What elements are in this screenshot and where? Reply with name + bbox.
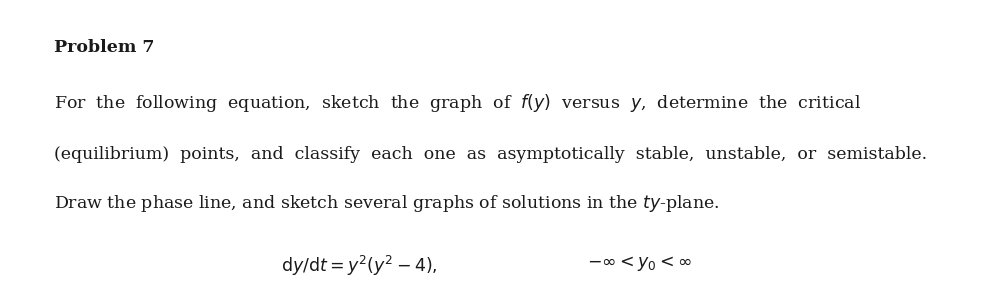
Text: $-\infty < y_0 < \infty$: $-\infty < y_0 < \infty$ bbox=[587, 254, 691, 273]
Text: $\mathrm{d}y/\mathrm{d}t = y^2(y^2-4),$: $\mathrm{d}y/\mathrm{d}t = y^2(y^2-4),$ bbox=[281, 254, 438, 278]
Text: For  the  following  equation,  sketch  the  graph  of  $f(y)$  versus  $y$,  de: For the following equation, sketch the g… bbox=[54, 92, 861, 114]
Text: (equilibrium)  points,  and  classify  each  one  as  asymptotically  stable,  u: (equilibrium) points, and classify each … bbox=[54, 146, 927, 163]
Text: Problem 7: Problem 7 bbox=[54, 38, 155, 55]
Text: Draw the phase line, and sketch several graphs of solutions in the $ty$-plane.: Draw the phase line, and sketch several … bbox=[54, 192, 719, 213]
